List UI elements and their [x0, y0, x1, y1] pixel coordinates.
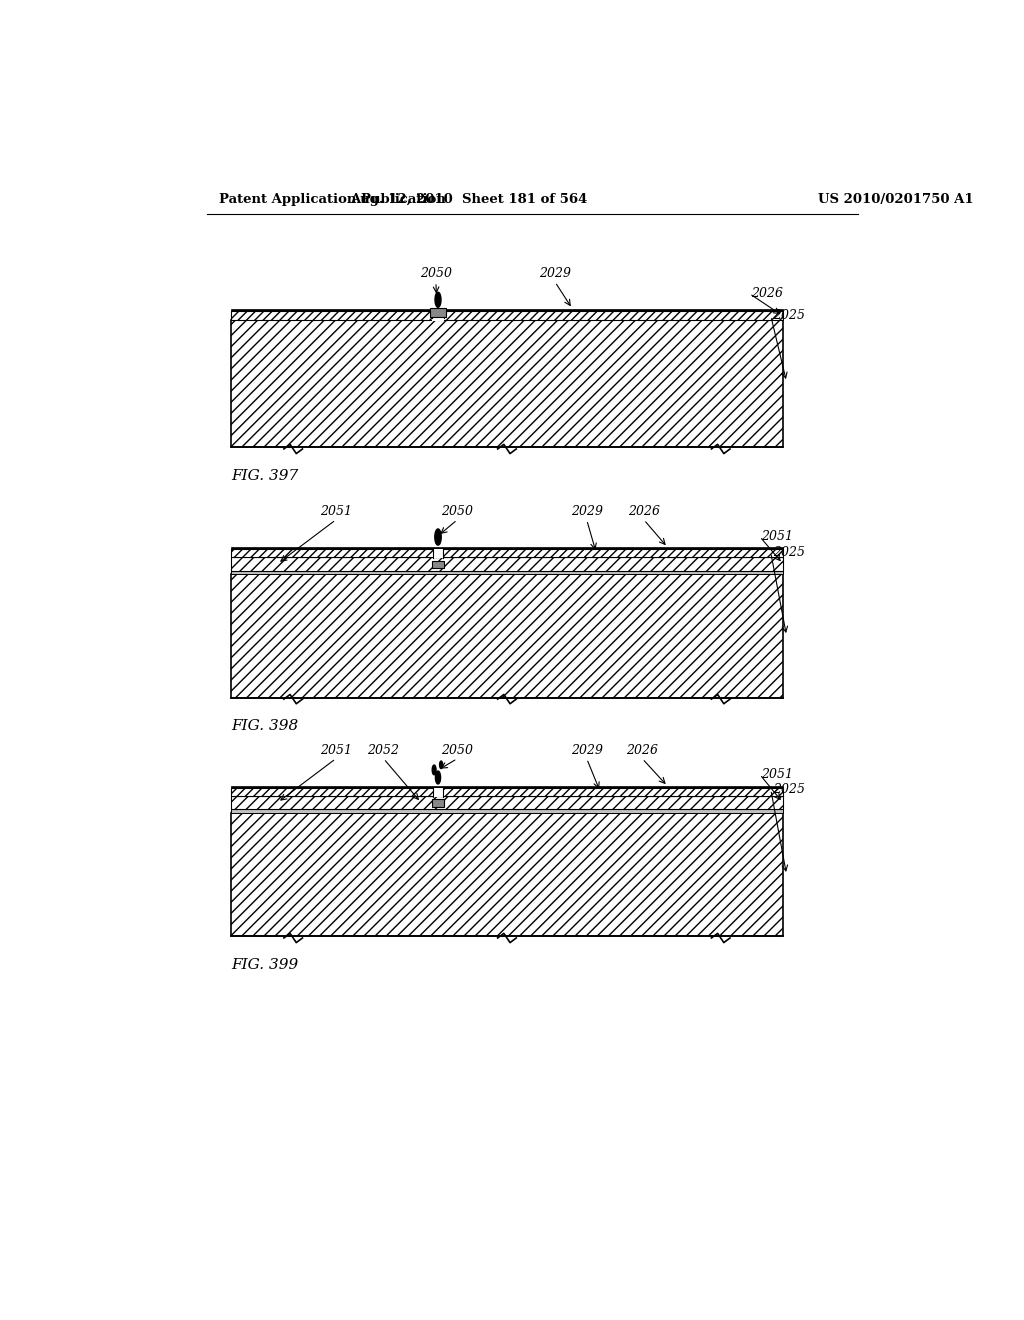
Bar	[231, 813, 782, 936]
Bar	[231, 546, 782, 549]
Text: 2029: 2029	[570, 506, 603, 519]
Polygon shape	[435, 771, 440, 784]
Polygon shape	[439, 762, 442, 768]
Bar	[432, 549, 443, 558]
Bar	[432, 561, 444, 568]
Text: FIG. 399: FIG. 399	[231, 958, 298, 972]
Bar	[432, 310, 444, 321]
Text: 2051: 2051	[319, 506, 352, 519]
Bar	[430, 308, 445, 317]
Bar	[231, 321, 782, 447]
Text: 2026: 2026	[751, 286, 783, 300]
Polygon shape	[432, 766, 436, 775]
Text: 2051: 2051	[761, 531, 794, 543]
Polygon shape	[435, 529, 441, 545]
Text: 2051: 2051	[319, 744, 352, 758]
Bar	[231, 549, 782, 557]
Text: 2029: 2029	[570, 744, 603, 758]
Bar	[432, 788, 443, 797]
Text: 2029: 2029	[539, 268, 571, 280]
Text: 2025: 2025	[773, 783, 805, 796]
Text: FIG. 397: FIG. 397	[231, 469, 298, 483]
Polygon shape	[435, 292, 441, 308]
Bar	[231, 317, 782, 321]
Bar	[231, 312, 782, 321]
Text: 2026: 2026	[627, 744, 658, 758]
Text: 2025: 2025	[773, 309, 805, 322]
Text: 2052: 2052	[368, 744, 399, 758]
Text: 2050: 2050	[441, 506, 473, 519]
Text: 2050: 2050	[441, 744, 473, 758]
Text: Aug. 12, 2010  Sheet 181 of 564: Aug. 12, 2010 Sheet 181 of 564	[350, 193, 588, 206]
Bar	[231, 574, 782, 697]
Bar	[231, 785, 782, 788]
Bar	[231, 557, 782, 570]
Bar	[432, 800, 444, 807]
Text: Patent Application Publication: Patent Application Publication	[219, 193, 446, 206]
Bar	[231, 570, 782, 574]
Text: 2025: 2025	[773, 546, 805, 560]
Bar	[231, 309, 782, 312]
Text: 2051: 2051	[761, 768, 794, 781]
Bar	[231, 796, 782, 809]
Bar	[231, 809, 782, 813]
Bar	[231, 788, 782, 796]
Text: US 2010/0201750 A1: US 2010/0201750 A1	[818, 193, 974, 206]
Text: 2050: 2050	[420, 268, 452, 280]
Text: 2026: 2026	[628, 506, 659, 519]
Text: FIG. 398: FIG. 398	[231, 719, 298, 733]
